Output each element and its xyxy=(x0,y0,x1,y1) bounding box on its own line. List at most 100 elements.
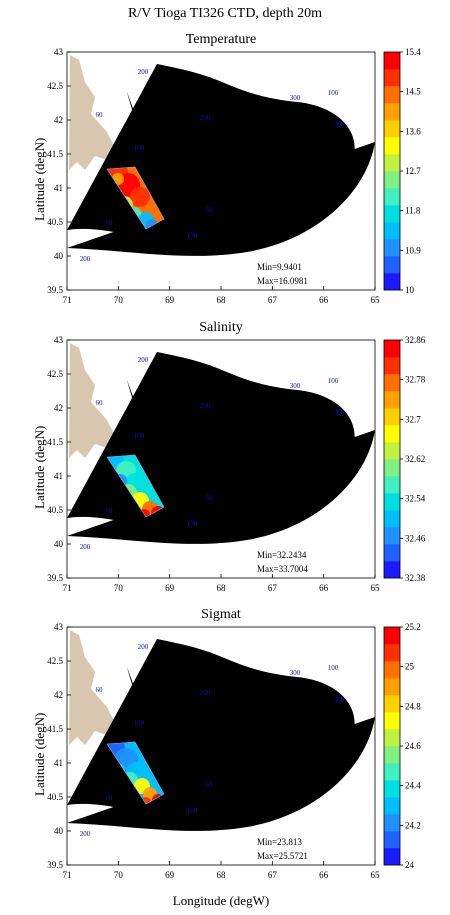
colorbar-tick-label: 25 xyxy=(405,662,415,672)
contour-label: 60 xyxy=(106,794,114,802)
contour-label: 200 xyxy=(200,114,211,122)
colorbar-tick-label: 32.54 xyxy=(405,494,426,504)
y-tick-label: 41 xyxy=(54,471,63,481)
x-tick-label: 66 xyxy=(319,870,329,880)
contour-label: 300 xyxy=(290,94,301,102)
y-tick-label: 39.5 xyxy=(47,860,63,870)
colorbar-tick-label: 24.4 xyxy=(405,781,421,791)
y-tick-label: 41 xyxy=(54,183,63,193)
x-tick-label: 67 xyxy=(268,295,278,305)
colorbar-swatch xyxy=(384,561,400,579)
contour-label: 300 xyxy=(290,382,301,390)
x-axis-label: Longitude (degW) xyxy=(172,893,270,908)
x-tick-label: 71 xyxy=(63,583,72,593)
contour-label: 200 xyxy=(80,543,91,551)
colorbar-swatch xyxy=(384,661,400,679)
map-area: 200 60 300 100 200 100 300 60 100 200 60 xyxy=(67,52,375,290)
x-tick-label: 66 xyxy=(319,583,329,593)
colorbar-swatch xyxy=(384,52,400,70)
contour-label: 60 xyxy=(206,206,214,214)
salinity-map-panel: 200 60 300 100 200 100 300 60 100 200 60 71 70 69 68 67… xyxy=(47,335,426,593)
colorbar-swatch xyxy=(384,627,400,645)
colorbar-tick-label: 10 xyxy=(405,285,415,295)
panel-title-temperature: Temperature xyxy=(185,32,257,47)
y-tick-label: 42.5 xyxy=(47,656,63,666)
colorbar-swatch xyxy=(384,442,400,460)
x-tick-label: 69 xyxy=(165,295,175,305)
colorbar-tick-label: 32.46 xyxy=(405,533,426,543)
y-tick-label: 41.5 xyxy=(47,437,63,447)
y-tick-label: 40.5 xyxy=(47,217,63,227)
x-tick-label: 68 xyxy=(217,295,227,305)
colorbar-swatch xyxy=(384,103,400,121)
contour-label: 300 xyxy=(334,409,345,417)
contour-label: 100 xyxy=(187,520,198,528)
contour-label: 60 xyxy=(206,494,214,502)
colorbar-swatch xyxy=(384,712,400,730)
contour-label: 100 xyxy=(187,807,198,815)
land-coastline xyxy=(69,343,115,458)
contour-label: 300 xyxy=(290,669,301,677)
contour-label: 60 xyxy=(106,219,114,227)
y-tick-label: 42 xyxy=(54,690,63,700)
contour-label: 60 xyxy=(96,111,104,119)
contour-label: 200 xyxy=(138,356,149,364)
contour-label: 200 xyxy=(80,830,91,838)
contour-line xyxy=(127,667,167,777)
x-tick-label: 69 xyxy=(165,583,175,593)
contour-label: 200 xyxy=(200,689,211,697)
max-value-label: Max=25.5721 xyxy=(257,851,308,861)
y-tick-label: 40 xyxy=(54,251,64,261)
y-tick-label: 41.5 xyxy=(47,724,63,734)
land-coastline xyxy=(69,55,115,170)
y-tick-label: 40.5 xyxy=(47,505,63,515)
min-value-label: Min=9.9401 xyxy=(257,262,302,272)
contour-label: 200 xyxy=(138,68,149,76)
y-tick-label: 41.5 xyxy=(47,149,63,159)
panel-title-salinity: Salinity xyxy=(199,320,243,335)
colorbar-swatch xyxy=(384,678,400,696)
x-tick-label: 68 xyxy=(217,870,227,880)
contour-label: 300 xyxy=(334,121,345,129)
contour-label: 100 xyxy=(187,232,198,240)
colorbar-swatch xyxy=(384,391,400,409)
x-tick-label: 66 xyxy=(319,295,329,305)
y-tick-label: 43 xyxy=(54,622,64,632)
colorbar-swatch xyxy=(384,171,400,189)
colorbar-swatch xyxy=(384,729,400,747)
colorbar-swatch xyxy=(384,188,400,206)
y-tick-label: 42.5 xyxy=(47,369,63,379)
y-tick-label: 39.5 xyxy=(47,573,63,583)
x-tick-label: 68 xyxy=(217,583,227,593)
x-tick-label: 70 xyxy=(114,870,124,880)
min-value-label: Min=23.813 xyxy=(257,837,302,847)
x-tick-label: 70 xyxy=(114,295,124,305)
colorbar-swatch xyxy=(384,814,400,832)
temperature-map-panel: 200 60 300 100 200 100 300 60 100 200 60 71 70 69 68 67… xyxy=(47,47,421,305)
colorbar-swatch xyxy=(384,154,400,172)
colorbar-tick-label: 15.4 xyxy=(405,47,421,57)
land-coastline xyxy=(69,630,115,745)
x-tick-label: 65 xyxy=(371,295,381,305)
colorbar-tick-label: 32.7 xyxy=(405,414,421,424)
colorbar-swatch xyxy=(384,780,400,798)
colorbar-swatch xyxy=(384,797,400,815)
colorbar-swatch xyxy=(384,425,400,443)
colorbar-tick-label: 24.2 xyxy=(405,820,421,830)
contour-label: 100 xyxy=(134,432,145,440)
y-tick-label: 43 xyxy=(54,335,64,345)
contour-label: 300 xyxy=(334,696,345,704)
colorbar-tick-label: 14.5 xyxy=(405,87,421,97)
contour-label: 60 xyxy=(96,686,104,694)
contour-label: 100 xyxy=(328,377,339,385)
sigmat-map-panel: 200 60 300 100 200 100 300 60 100 200 60 71 70 69 68 67… xyxy=(47,622,421,880)
colorbar-swatch xyxy=(384,273,400,291)
colorbar-swatch xyxy=(384,493,400,511)
colorbar-tick-label: 32.62 xyxy=(405,454,425,464)
x-tick-label: 65 xyxy=(371,583,381,593)
x-tick-label: 69 xyxy=(165,870,175,880)
colorbar-tick-label: 32.78 xyxy=(405,375,426,385)
colorbar-tick-label: 12.7 xyxy=(405,166,421,176)
contour-label: 60 xyxy=(96,399,104,407)
y-tick-label: 42 xyxy=(54,115,63,125)
